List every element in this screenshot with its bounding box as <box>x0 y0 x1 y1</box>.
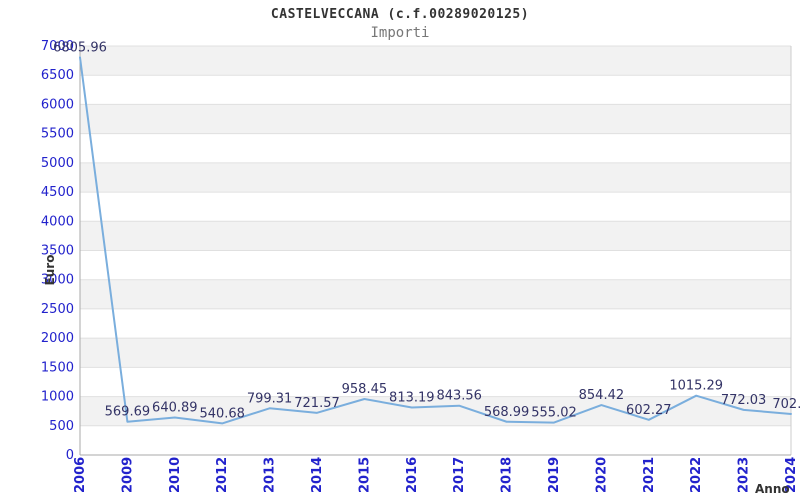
plot-band <box>80 250 791 280</box>
x-tick-label: 2013 <box>263 457 278 493</box>
x-tick-label: 2016 <box>405 457 420 493</box>
y-tick-label: 0 <box>66 448 74 463</box>
y-tick-label: 4500 <box>41 185 74 200</box>
x-tick-label: 2014 <box>310 457 325 493</box>
point-label: 569.69 <box>105 405 151 420</box>
plot-band <box>80 75 791 105</box>
y-tick-label: 6500 <box>41 68 74 83</box>
point-label: 721.57 <box>294 396 340 411</box>
x-tick-label: 2010 <box>168 457 183 493</box>
x-tick-label: 2009 <box>120 457 135 493</box>
x-tick-label: 2012 <box>215 457 230 493</box>
plot-band <box>80 104 791 134</box>
x-axis-title: Anno <box>755 482 790 496</box>
point-label: 568.99 <box>484 405 530 420</box>
y-tick-label: 1000 <box>41 390 74 405</box>
y-axis-title: Euro <box>43 255 57 286</box>
plot-band <box>80 221 791 251</box>
chart-title: CASTELVECCANA (c.f.00289020125) <box>270 7 530 22</box>
chart-subtitle: Importi <box>370 25 430 41</box>
x-tick-label: 2022 <box>689 457 704 493</box>
x-tick-label: 2006 <box>73 457 88 493</box>
point-label: 555.02 <box>531 406 577 421</box>
y-tick-label: 6000 <box>41 97 74 112</box>
y-tick-label: 2500 <box>41 302 74 317</box>
x-tick-label: 2020 <box>594 457 609 493</box>
plot-band <box>80 162 791 193</box>
y-tick-label: 3000 <box>41 273 74 288</box>
point-label: 772.03 <box>721 393 767 408</box>
point-label: 854.42 <box>579 388 625 403</box>
plot-band <box>80 133 791 163</box>
point-label: 602.27 <box>626 403 672 418</box>
point-label: 1015.29 <box>669 379 723 394</box>
data-line <box>79 56 792 425</box>
y-tick-label: 4000 <box>41 214 74 229</box>
y-tick-label: 7000 <box>41 39 74 54</box>
y-tick-label: 3500 <box>41 244 74 259</box>
point-label: 799.31 <box>247 391 293 406</box>
x-tick-label: 2018 <box>500 457 515 493</box>
y-tick-label: 5500 <box>41 127 74 142</box>
y-tick-label: 1500 <box>41 360 74 375</box>
x-tick-label: 2019 <box>547 457 562 493</box>
y-tick-label: 2000 <box>41 331 74 346</box>
x-tick-label: 2023 <box>737 457 752 493</box>
plot-band <box>80 367 791 397</box>
y-tick-label: 500 <box>49 419 74 434</box>
plot-band <box>80 46 791 76</box>
point-label: 813.19 <box>389 390 435 405</box>
plot-band <box>80 425 791 455</box>
plot-band <box>80 279 791 309</box>
x-tick-label: 2015 <box>357 457 372 493</box>
point-label: 843.56 <box>436 389 482 404</box>
point-label: 702.4 <box>772 397 800 412</box>
point-label: 540.68 <box>199 406 245 421</box>
x-tick-label: 2017 <box>452 457 467 493</box>
plot-band <box>80 308 791 339</box>
plot-band <box>80 338 791 368</box>
y-tick-label: 5000 <box>41 156 74 171</box>
point-label: 958.45 <box>342 382 388 397</box>
x-tick-label: 2021 <box>642 457 657 493</box>
x-tick-label: 2024 <box>784 457 799 493</box>
point-label: 640.89 <box>152 401 198 416</box>
point-label: 6805.96 <box>53 40 107 55</box>
plot-band <box>80 192 791 222</box>
